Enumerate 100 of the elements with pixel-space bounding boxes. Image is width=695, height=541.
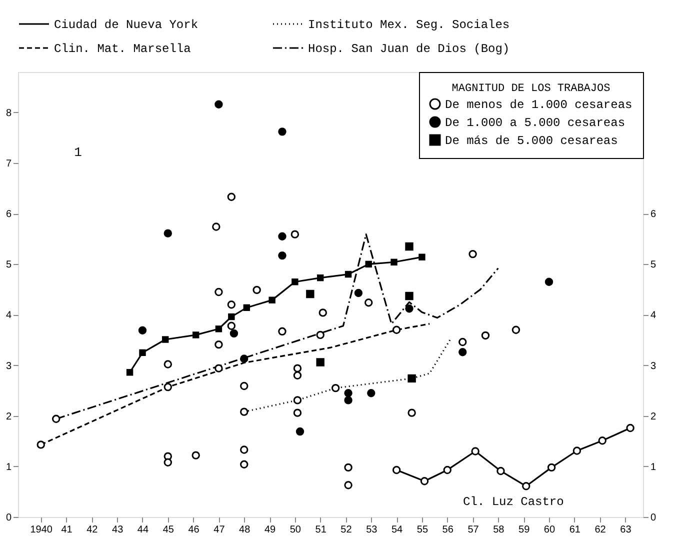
- annotation: 1: [74, 145, 82, 160]
- point: [481, 331, 490, 340]
- point: [214, 364, 223, 372]
- point: [212, 222, 220, 231]
- point: [230, 329, 238, 338]
- point: [164, 229, 172, 238]
- point: [316, 330, 324, 340]
- point: [296, 427, 304, 436]
- point: [496, 466, 505, 476]
- point: [344, 396, 352, 404]
- y-tick-label: 6: [6, 209, 12, 220]
- point: [126, 369, 134, 376]
- x-tick-label: 56: [442, 524, 454, 536]
- x-tick-label: 62: [594, 524, 606, 536]
- point: [268, 296, 276, 304]
- x-tick-label: 63: [620, 524, 632, 536]
- x-tick-label: 61: [569, 524, 581, 536]
- x-tick-label: 45: [162, 524, 174, 536]
- point: [164, 382, 172, 392]
- y-tick-label: 1: [6, 462, 12, 473]
- annotation: Cl. Luz Castro: [463, 495, 564, 510]
- point: [215, 326, 222, 332]
- point: [252, 286, 261, 294]
- point: [227, 192, 236, 201]
- legend-label: Instituto Mex. Seg. Sociales: [308, 18, 510, 32]
- legend-title: MAGNITUD DE LOS TRABAJOS: [452, 83, 611, 95]
- x-tick-label: 46: [188, 524, 200, 536]
- point: [354, 288, 363, 298]
- x-tick-label: 50: [290, 524, 302, 536]
- point: [240, 446, 248, 454]
- y-tick-label: 5: [6, 260, 12, 271]
- x-tick-label: 41: [61, 524, 73, 536]
- point: [316, 358, 324, 366]
- point: [293, 371, 302, 380]
- point: [293, 364, 302, 372]
- point: [344, 389, 352, 398]
- point: [408, 374, 416, 383]
- point: [290, 230, 300, 238]
- point: [522, 482, 530, 490]
- x-tick-label: 58: [493, 524, 505, 536]
- point: [405, 304, 414, 313]
- x-tick-label: 44: [137, 524, 149, 536]
- legend-label: Clin. Mat. Marsella: [54, 42, 191, 56]
- y-tick-label: 3: [6, 360, 12, 372]
- point: [318, 308, 327, 317]
- x-tick-label: 43: [112, 524, 124, 536]
- point: [139, 349, 146, 356]
- point: [36, 440, 45, 449]
- x-tick-label: 48: [239, 524, 251, 536]
- legend-label: Hosp. San Juan de Dios (Bog): [308, 42, 510, 56]
- y2-tick-label: 1: [650, 462, 656, 473]
- y2-tick-label: 6: [650, 209, 656, 220]
- point: [364, 298, 373, 307]
- x-tick-label: 53: [366, 524, 378, 536]
- point: [626, 424, 634, 432]
- legend-label: De más de 5.000 cesareas: [445, 134, 618, 148]
- y2-tick-label: 0: [650, 512, 656, 524]
- point: [306, 290, 314, 298]
- x-tick-label: 1940: [30, 524, 53, 536]
- x-tick-label: 42: [86, 524, 98, 536]
- point: [227, 300, 236, 309]
- x-tick-label: 47: [214, 524, 226, 536]
- point: [240, 460, 248, 469]
- point: [214, 100, 223, 108]
- point: [367, 389, 376, 398]
- point: [344, 463, 352, 472]
- point: [293, 408, 302, 417]
- point: [243, 304, 250, 311]
- point: [138, 326, 147, 334]
- y-tick-label: 2: [6, 411, 12, 422]
- point: [392, 326, 401, 334]
- y-tick-label: 4: [6, 310, 12, 322]
- point: [344, 270, 352, 278]
- point: [344, 481, 352, 490]
- legend-label: De 1.000 a 5.000 cesareas: [445, 116, 626, 130]
- point: [471, 447, 480, 456]
- x-tick-label: 51: [315, 524, 327, 536]
- point: [331, 384, 340, 392]
- point: [418, 254, 426, 260]
- point: [405, 242, 414, 251]
- point: [365, 260, 372, 268]
- point: [458, 348, 467, 356]
- x-tick-label: 60: [544, 524, 556, 536]
- point: [52, 414, 60, 423]
- point: [278, 251, 286, 260]
- point: [408, 408, 416, 417]
- point: [468, 250, 477, 258]
- point: [405, 292, 414, 300]
- x-tick-label: 54: [391, 524, 404, 536]
- point: [544, 278, 554, 286]
- point: [443, 466, 452, 474]
- x-tick-label: 55: [416, 524, 428, 536]
- point: [598, 436, 606, 445]
- legend-label: Ciudad de Nueva York: [54, 18, 198, 32]
- point: [228, 313, 235, 320]
- x-tick-label: 52: [340, 524, 352, 536]
- point: [192, 451, 200, 460]
- y2-tick-label: 3: [650, 360, 656, 372]
- point: [278, 232, 286, 240]
- y2-tick-label: 2: [650, 411, 656, 422]
